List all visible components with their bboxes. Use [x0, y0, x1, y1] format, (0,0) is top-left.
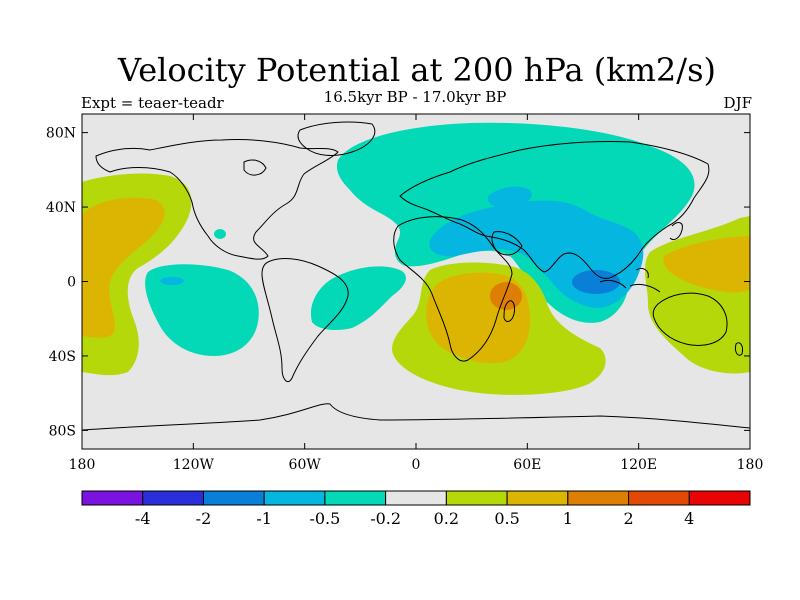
positive-core-west-pacific: [663, 236, 750, 293]
colorbar-swatch: [688, 490, 751, 506]
lon-tick-label: 60W: [289, 457, 322, 473]
chart-subtitle: 16.5kyr BP - 17.0kyr BP: [323, 88, 507, 106]
strong-negative-maritime: [572, 270, 620, 294]
contour-fields: [82, 122, 750, 395]
colorbar-swatch: [142, 490, 204, 506]
colorbar: -4 -2 -1 -0.5 -0.2 0.2 0.5 1 2 4: [81, 490, 751, 528]
negative-region-atlantic: [310, 266, 406, 330]
colorbar-swatch: [567, 490, 630, 506]
lat-tick-label: 80N: [46, 126, 76, 142]
coastline-new-zealand: [735, 342, 743, 356]
colorbar-label: -1: [256, 509, 272, 528]
coastline-south-america: [261, 258, 349, 383]
lon-tick-label: 0: [412, 457, 421, 473]
colorbar-label: -0.2: [370, 509, 401, 528]
lat-tick-label: 0: [67, 275, 76, 291]
colorbar-swatch: [385, 490, 447, 506]
strong-negative-pacific: [160, 277, 184, 285]
lon-tick-label: 180: [737, 457, 764, 473]
colorbar-swatch: [81, 490, 144, 506]
lon-tick-label: 60E: [513, 457, 541, 473]
coastline-hudson-bay: [243, 159, 267, 176]
coastline-antarctica: [82, 403, 750, 431]
lat-tick-label: 40S: [49, 349, 76, 365]
strong-negative-siberia: [487, 186, 532, 209]
colorbar-label: 1: [563, 509, 573, 528]
colorbar-label: -4: [135, 509, 151, 528]
lat-tick-label: 40N: [46, 200, 76, 216]
coastline-africa: [393, 216, 513, 362]
latitude-axis: 80N 40N 0 40S 80S: [46, 126, 750, 439]
coastline-maritime-continent: [599, 267, 661, 293]
chart-title: Velocity Potential at 200 hPa (km2/s): [118, 51, 716, 89]
negative-patch-mexico: [214, 229, 226, 239]
lon-tick-label: 120E: [620, 457, 657, 473]
colorbar-label: 0.5: [494, 509, 519, 528]
positive-peak-madagascar: [490, 282, 522, 310]
coastline-greenland: [297, 121, 376, 156]
coastline-eurasia: [399, 140, 710, 279]
coastline-australia: [652, 292, 728, 346]
colorbar-swatch: [202, 490, 265, 506]
colorbar-swatch: [628, 490, 690, 506]
colorbar-label: 0.2: [434, 509, 459, 528]
colorbar-swatch: [445, 490, 508, 506]
colorbar-label: 4: [684, 509, 694, 528]
colorbar-label: -2: [196, 509, 212, 528]
season-label: DJF: [723, 94, 752, 112]
colorbar-swatch: [324, 490, 387, 506]
colorbar-swatch: [506, 490, 569, 506]
lat-tick-label: 80S: [49, 423, 76, 439]
coastline-madagascar: [503, 300, 515, 322]
colorbar-label: 2: [623, 509, 633, 528]
coastline-arabia: [491, 231, 523, 256]
coastlines: [82, 121, 750, 431]
lon-tick-label: 120W: [173, 457, 215, 473]
positive-core-north-pacific: [82, 197, 165, 338]
colorbar-label: -0.5: [309, 509, 340, 528]
longitude-axis: 180 120W 60W 0 60E 120E 180: [69, 114, 764, 473]
lon-tick-label: 180: [69, 457, 96, 473]
colorbar-swatch: [263, 490, 326, 506]
coastline-north-america: [95, 139, 339, 260]
coastline-japan: [669, 222, 683, 241]
negative-region-pacific: [145, 264, 259, 356]
experiment-label: Expt = teaer-teadr: [81, 94, 224, 112]
